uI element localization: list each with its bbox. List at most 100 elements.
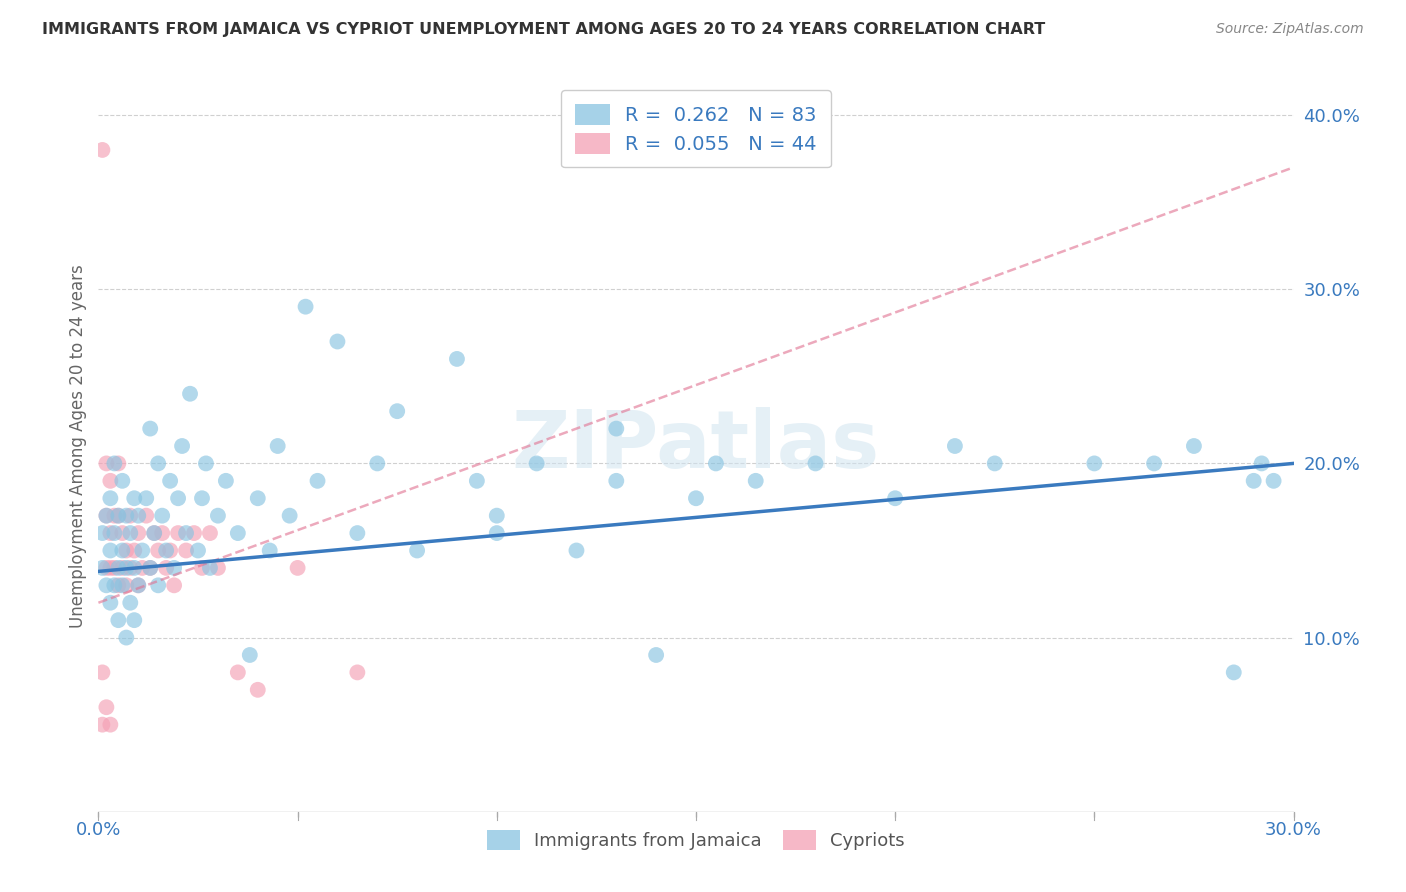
Point [103, 578, 125, 592]
Text: IMMIGRANTS FROM JAMAICA VS CYPRIOT UNEMPLOYMENT AMONG AGES 20 TO 24 YEARS CORREL: IMMIGRANTS FROM JAMAICA VS CYPRIOT UNEMP… [42, 22, 1046, 37]
Point [107, 578, 129, 592]
Point [115, 561, 138, 575]
Point [179, 386, 201, 401]
Point [115, 543, 138, 558]
Point [150, 508, 173, 523]
Point [124, 543, 146, 558]
Point [96, 700, 118, 714]
Point [1143, 457, 1166, 471]
Text: ZIPatlas: ZIPatlas [512, 407, 880, 485]
Point [605, 474, 627, 488]
Point [278, 508, 301, 523]
Point [884, 491, 907, 506]
Point [127, 526, 149, 541]
Point [127, 578, 149, 592]
Point [148, 457, 170, 471]
Point [259, 543, 281, 558]
Point [326, 334, 349, 349]
Point [346, 665, 368, 680]
Point [485, 508, 508, 523]
Point [198, 561, 221, 575]
Point [191, 561, 214, 575]
Point [565, 543, 588, 558]
Point [187, 543, 209, 558]
Point [385, 404, 409, 418]
Point [645, 648, 668, 662]
Point [98, 526, 122, 541]
Point [1083, 457, 1105, 471]
Point [135, 491, 157, 506]
Point [107, 508, 129, 523]
Point [120, 526, 142, 541]
Point [150, 526, 173, 541]
Point [485, 526, 508, 541]
Point [526, 457, 548, 471]
Point [1223, 665, 1246, 680]
Point [103, 508, 125, 523]
Point [135, 508, 157, 523]
Point [172, 439, 194, 453]
Point [91, 143, 114, 157]
Point [366, 457, 388, 471]
Point [115, 508, 138, 523]
Point [207, 561, 229, 575]
Point [804, 457, 827, 471]
Point [120, 561, 142, 575]
Point [111, 561, 134, 575]
Point [191, 491, 214, 506]
Point [127, 578, 149, 592]
Point [239, 648, 262, 662]
Point [111, 543, 134, 558]
Point [91, 665, 114, 680]
Point [174, 526, 197, 541]
Point [98, 717, 122, 731]
Point [139, 421, 162, 435]
Point [943, 439, 966, 453]
Point [96, 508, 118, 523]
Point [287, 561, 309, 575]
Y-axis label: Unemployment Among Ages 20 to 24 years: Unemployment Among Ages 20 to 24 years [69, 264, 87, 628]
Point [96, 508, 118, 523]
Point [984, 457, 1007, 471]
Point [107, 508, 129, 523]
Point [91, 561, 114, 575]
Point [96, 561, 118, 575]
Point [174, 543, 197, 558]
Point [155, 543, 177, 558]
Point [1182, 439, 1205, 453]
Point [143, 526, 166, 541]
Point [107, 613, 129, 627]
Point [226, 665, 249, 680]
Point [198, 526, 221, 541]
Point [98, 596, 122, 610]
Point [139, 561, 162, 575]
Point [111, 526, 134, 541]
Point [148, 578, 170, 592]
Point [167, 526, 190, 541]
Point [148, 543, 170, 558]
Point [167, 491, 190, 506]
Point [207, 508, 229, 523]
Point [91, 526, 114, 541]
Point [685, 491, 707, 506]
Point [155, 561, 177, 575]
Point [183, 526, 205, 541]
Point [1250, 457, 1272, 471]
Point [406, 543, 429, 558]
Point [115, 578, 138, 592]
Point [124, 613, 146, 627]
Point [127, 508, 149, 523]
Point [120, 508, 142, 523]
Point [1243, 474, 1265, 488]
Point [103, 457, 125, 471]
Point [195, 457, 218, 471]
Point [163, 578, 186, 592]
Point [107, 561, 129, 575]
Point [294, 300, 316, 314]
Point [1263, 474, 1285, 488]
Point [115, 631, 138, 645]
Text: Source: ZipAtlas.com: Source: ZipAtlas.com [1216, 22, 1364, 37]
Point [107, 457, 129, 471]
Point [91, 717, 114, 731]
Point [139, 561, 162, 575]
